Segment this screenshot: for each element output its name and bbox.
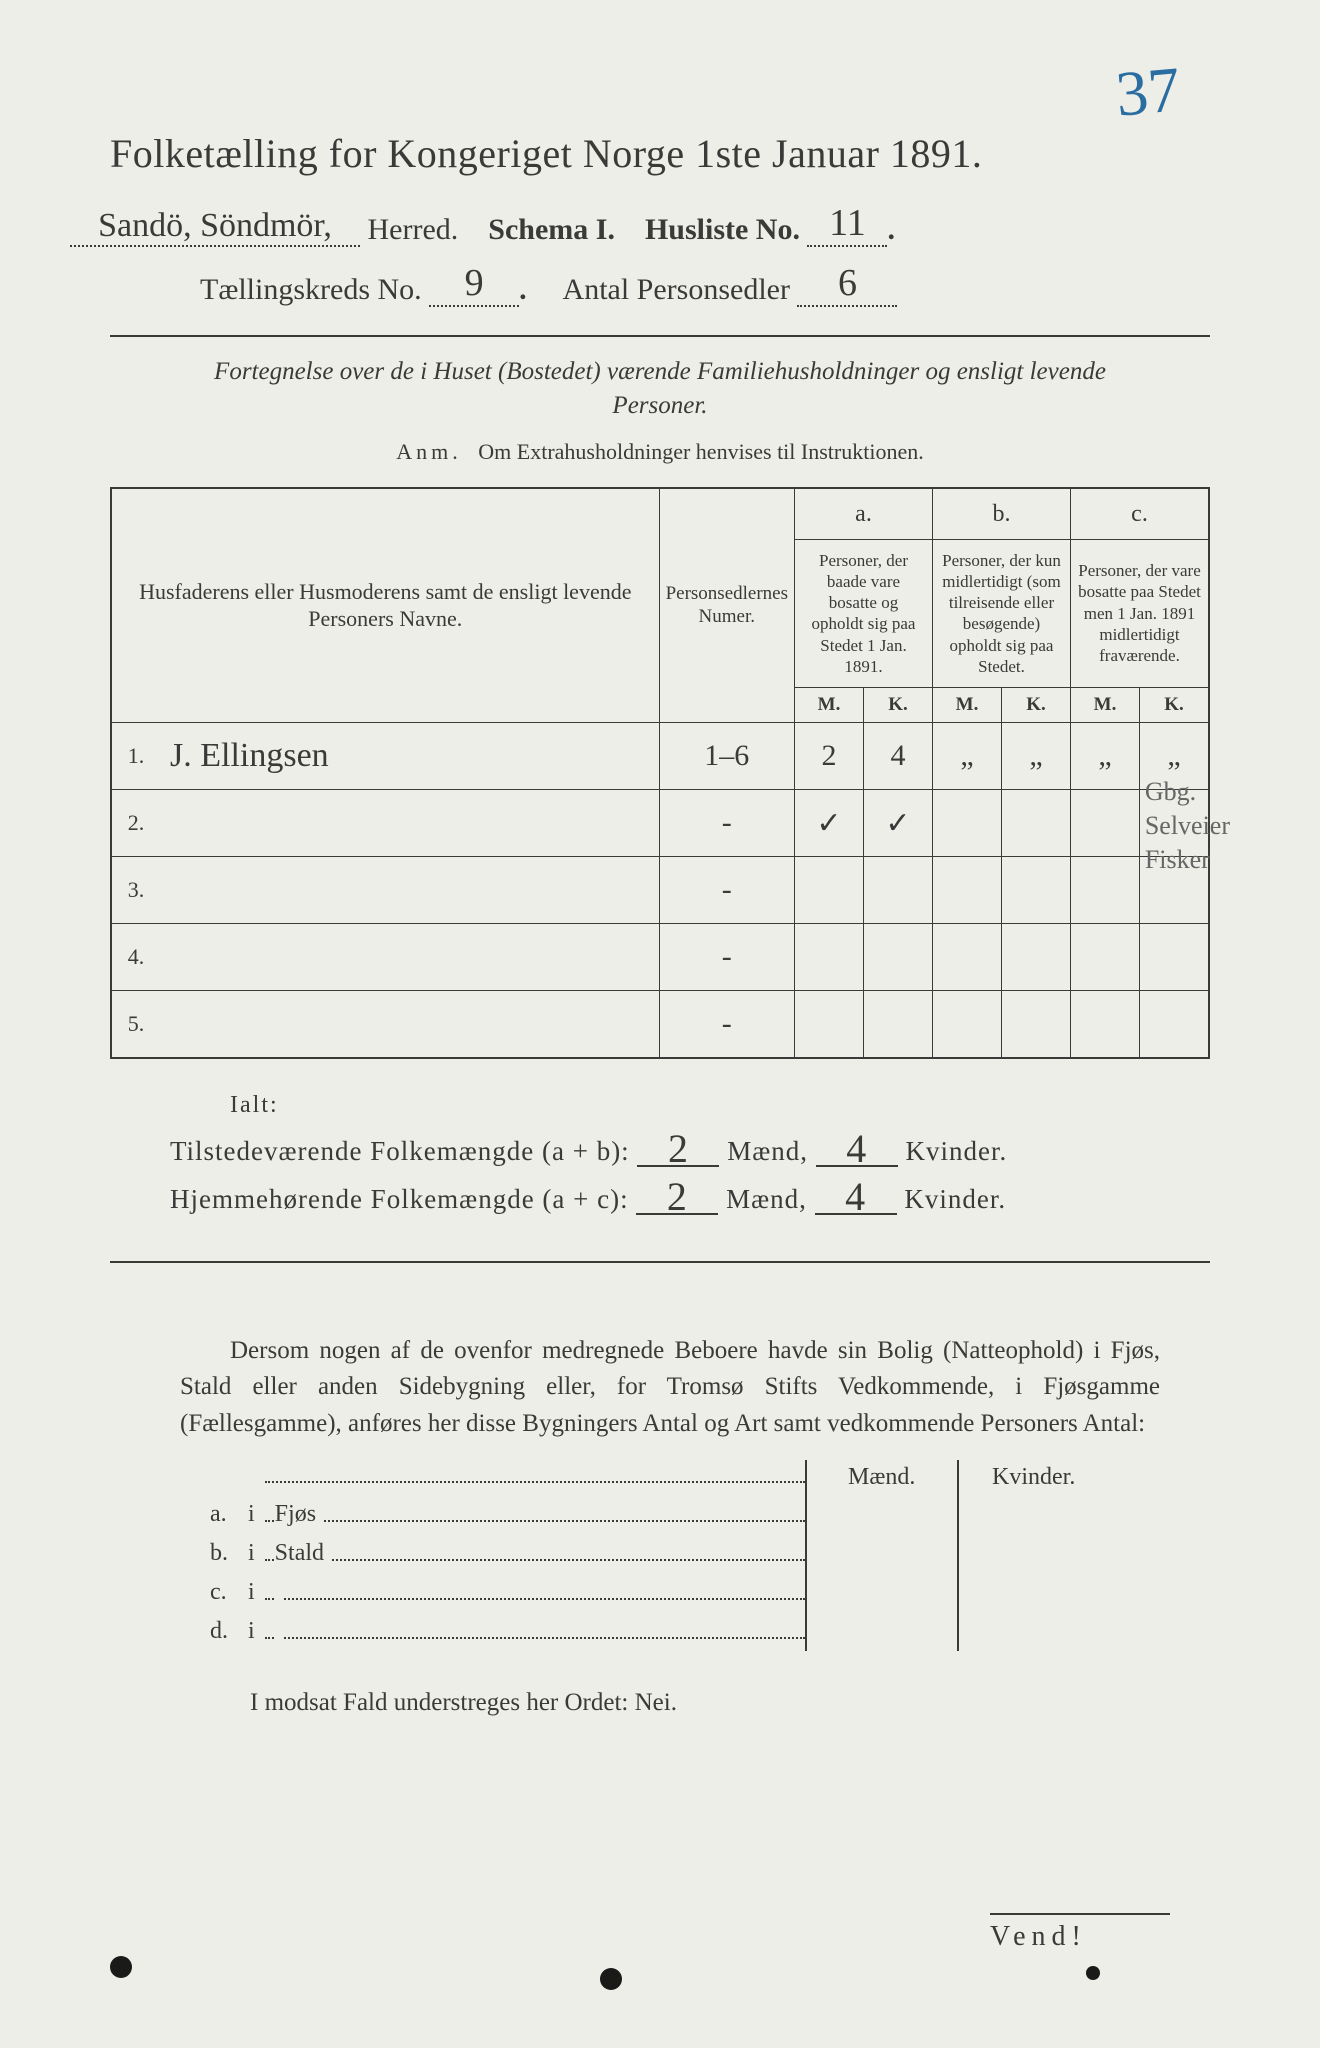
vend-label: Vend!: [990, 1913, 1170, 1953]
building-row: d.i: [200, 1612, 1109, 1651]
table-row: 5.-: [111, 991, 1209, 1059]
kreds-label: Tællingskreds No.: [200, 273, 422, 306]
husliste-label: Husliste No.: [645, 213, 800, 246]
sum1-m: 2: [637, 1133, 719, 1167]
husliste-no: 11: [807, 201, 887, 247]
anm-line: Anm. Om Extrahusholdninger henvises til …: [70, 439, 1250, 465]
col-personsedler: Personsedlernes Numer.: [659, 488, 794, 723]
antal-no: 6: [797, 261, 897, 307]
sum-tilstede: Tilstedeværende Folkemængde (a + b): 2 M…: [170, 1133, 1250, 1167]
table-row: 3.-: [111, 857, 1209, 924]
schema-label: Schema I.: [488, 213, 615, 246]
col-c-label: c.: [1071, 488, 1210, 540]
punch-hole: [600, 1968, 622, 1990]
building-row: c.i: [200, 1573, 1109, 1612]
divider: [110, 335, 1210, 337]
margin-note: Fisker: [1145, 843, 1230, 877]
margin-annotations: Gbg. Selveier Fisker: [1145, 775, 1230, 876]
bld-head-m: Mænd.: [806, 1460, 958, 1495]
col-c-k: K.: [1140, 688, 1210, 723]
building-row: a.iFjøs: [200, 1495, 1109, 1534]
kreds-no: 9: [429, 261, 519, 307]
col-b-desc: Personer, der kun midlertidigt (som tilr…: [933, 539, 1071, 688]
col-b-label: b.: [933, 488, 1071, 540]
subtitle: Fortegnelse over de i Huset (Bostedet) v…: [170, 355, 1150, 423]
nei-word: Nei.: [635, 1689, 677, 1716]
household-table: Husfaderens eller Husmoderens samt de en…: [110, 487, 1210, 1060]
punch-hole: [1086, 1966, 1100, 1980]
corner-page-number: 37: [1113, 52, 1183, 131]
header-line-2: Sandö, Söndmör, Herred. Schema I. Huslis…: [70, 201, 1250, 247]
table-row: 2.-✓✓: [111, 790, 1209, 857]
ialt-label: Ialt:: [230, 1089, 1250, 1119]
census-form: Folketælling for Kongeriget Norge 1ste J…: [70, 130, 1250, 1717]
col-a-m: M.: [795, 688, 864, 723]
col-c-desc: Personer, der vare bosatte paa Stedet me…: [1071, 539, 1210, 688]
building-paragraph: Dersom nogen af de ovenfor medregnede Be…: [180, 1333, 1160, 1442]
col-b-m: M.: [933, 688, 1002, 723]
punch-hole: [110, 1956, 132, 1978]
sum2-m: 2: [636, 1181, 718, 1215]
col-a-desc: Personer, der baade vare bosatte og opho…: [795, 539, 933, 688]
col-a-k: K.: [864, 688, 933, 723]
herred-handwritten: Sandö, Söndmör,: [70, 207, 360, 247]
table-row: 1.J. Ellingsen1–624„„„„: [111, 723, 1209, 790]
divider: [110, 1261, 1210, 1263]
anm-text: Om Extrahusholdninger henvises til Instr…: [478, 439, 923, 464]
building-row: b.iStald: [200, 1534, 1109, 1573]
margin-note: Gbg.: [1145, 775, 1230, 809]
antal-label: Antal Personsedler: [563, 273, 790, 306]
col-b-k: K.: [1002, 688, 1071, 723]
main-title: Folketælling for Kongeriget Norge 1ste J…: [110, 130, 1250, 177]
sum1-k: 4: [816, 1133, 898, 1167]
anm-prefix: Anm.: [396, 439, 462, 464]
bld-head-k: Kvinder.: [958, 1460, 1109, 1495]
table-row: 4.-: [111, 924, 1209, 991]
building-table: Mænd. Kvinder. a.iFjøsb.iStaldc.id.i: [200, 1460, 1109, 1651]
col-c-m: M.: [1071, 688, 1140, 723]
nei-line: I modsat Fald understreges her Ordet: Ne…: [250, 1689, 1250, 1717]
header-line-3: Tællingskreds No. 9. Antal Personsedler …: [200, 261, 1250, 307]
col-a-label: a.: [795, 488, 933, 540]
margin-note: Selveier: [1145, 809, 1230, 843]
sum2-k: 4: [815, 1181, 897, 1215]
sum-hjemme: Hjemmehørende Folkemængde (a + c): 2 Mæn…: [170, 1181, 1250, 1215]
herred-label: Herred.: [368, 213, 459, 246]
col-name: Husfaderens eller Husmoderens samt de en…: [111, 488, 659, 723]
